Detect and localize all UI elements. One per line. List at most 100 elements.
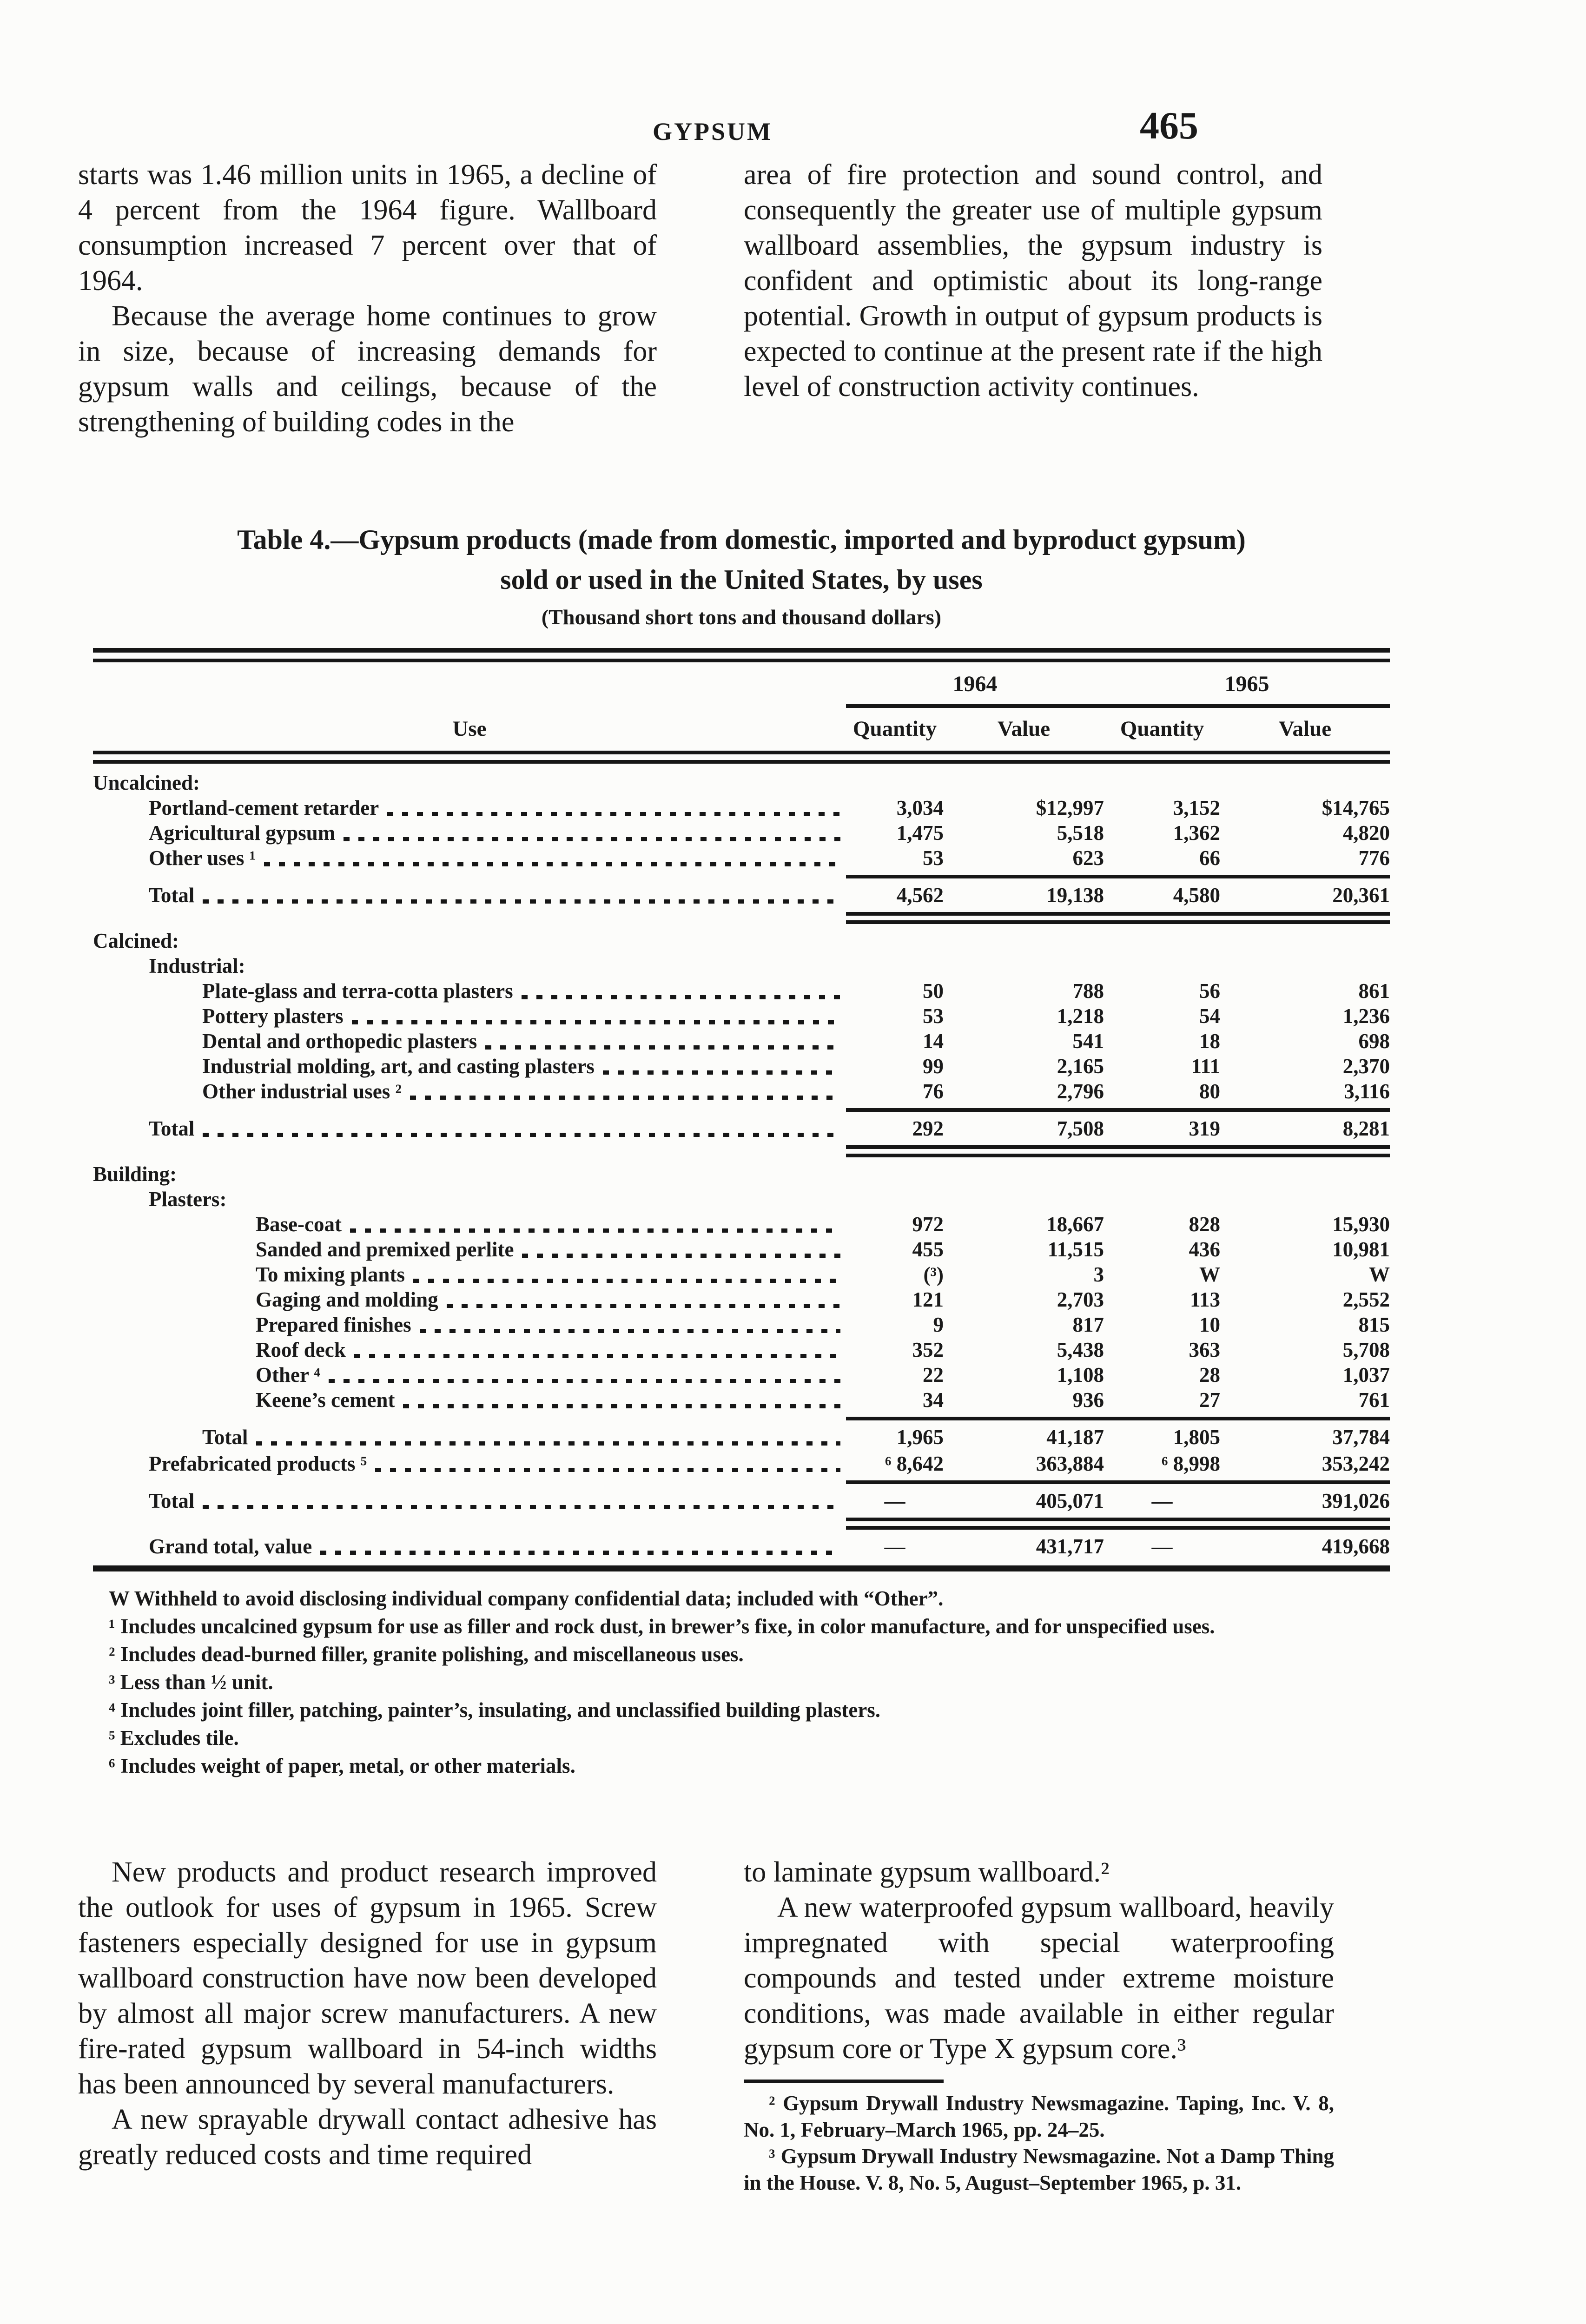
cell-v64: 11,515 — [1047, 1238, 1104, 1261]
row-label-cell: Prepared finishes — [93, 1312, 846, 1337]
dot-leader — [413, 1279, 840, 1283]
table-footnote-6: ⁵ Excludes tile. — [109, 1726, 239, 1750]
table-footnote-3: ² Includes dead-burned filler, granite p… — [109, 1643, 744, 1666]
table-row: Total — 405,071 — 391,026 — [93, 1488, 1390, 1513]
cell-q65: 80 — [1199, 1080, 1220, 1103]
table-row: Calcined: — [93, 928, 1390, 953]
dot-leader — [203, 1505, 840, 1509]
dot-leader — [203, 1133, 840, 1137]
row-label: Uncalcined: — [93, 771, 200, 794]
row-label-cell: Industrial: — [93, 953, 1390, 978]
cell-q65: ⁶ 8,998 — [1162, 1452, 1220, 1475]
header-double-rule — [93, 751, 1390, 764]
cell-v65: 1,236 — [1342, 1004, 1390, 1028]
row-label-cell: Prefabricated products ⁵ — [93, 1451, 846, 1476]
table-row: Portland-cement retarder 3,034 $12,997 3,15… — [93, 795, 1390, 820]
cell-v65: 776 — [1358, 846, 1390, 870]
row-label-cell: Agricultural gypsum — [93, 820, 846, 845]
table-rule — [846, 1145, 1390, 1157]
table-row: Gaging and molding 121 2,703 113 2,552 — [93, 1287, 1390, 1312]
cell-v64: 936 — [1072, 1388, 1104, 1412]
table-row: Plasters: — [93, 1187, 1390, 1212]
cell-v64: 41,187 — [1046, 1426, 1104, 1449]
row-label: Roof deck — [256, 1338, 346, 1361]
cell-v64: 19,138 — [1046, 884, 1104, 907]
row-label-cell: Industrial molding, art, and casting pla… — [93, 1054, 846, 1079]
cell-q65: 28 — [1199, 1363, 1220, 1386]
cell-q64: 14 — [923, 1030, 944, 1053]
cell-v65: 815 — [1358, 1313, 1390, 1336]
table-row: Prepared finishes 9 817 10 815 — [93, 1312, 1390, 1337]
footnote-separator-rule — [744, 2080, 944, 2083]
cell-q64: 53 — [923, 1004, 944, 1028]
cell-q64: 50 — [923, 979, 944, 1003]
table-rule — [846, 1108, 1390, 1112]
table-footnote-5: ⁴ Includes joint filler, patching, paint… — [109, 1698, 881, 1722]
cell-v65: 15,930 — [1332, 1213, 1390, 1236]
cell-q65: 66 — [1199, 846, 1220, 870]
table-footnote-2: ¹ Includes uncalcined gypsum for use as … — [109, 1615, 1215, 1638]
cell-q64: 53 — [923, 846, 944, 870]
row-label-cell: Uncalcined: — [93, 770, 1390, 795]
cell-q65: W — [1199, 1263, 1220, 1286]
row-label: Industrial: — [149, 954, 245, 977]
cell-q64: 352 — [912, 1338, 944, 1361]
cell-v65: 761 — [1358, 1388, 1390, 1412]
row-label: Prefabricated products ⁵ — [149, 1452, 367, 1475]
dot-leader — [522, 1254, 840, 1258]
top-left-column: starts was 1.46 million units in 1965, a… — [78, 157, 657, 440]
cell-q65: 319 — [1189, 1117, 1221, 1140]
dot-leader — [256, 1441, 840, 1446]
cell-v65: 8,281 — [1342, 1117, 1390, 1140]
cell-v65: 698 — [1358, 1030, 1390, 1053]
table-4: Table 4.—Gypsum products (made from dome… — [93, 520, 1390, 1781]
dot-leader — [354, 1354, 840, 1358]
bottom-right-paragraphs: to laminate gypsum wallboard.² A new wate… — [744, 1855, 1334, 2067]
row-label: Building: — [93, 1162, 177, 1186]
cell-v64: $12,997 — [1036, 796, 1104, 819]
table-footnote-1: W Withheld to avoid disclosing individua… — [109, 1587, 944, 1610]
table-rule — [846, 912, 1390, 924]
bottom-right-column: to laminate gypsum wallboard.² A new wate… — [744, 1855, 1334, 2196]
paragraph-1: to laminate gypsum wallboard.² — [744, 1856, 1110, 1888]
cell-v64: 2,703 — [1057, 1288, 1104, 1311]
cell-q65: 18 — [1199, 1030, 1220, 1053]
cell-q64: 455 — [912, 1238, 944, 1261]
table-row: Base-coat 972 18,667 828 15,930 — [93, 1212, 1390, 1237]
row-label-cell: Dental and orthopedic plasters — [93, 1029, 846, 1054]
table-row: Prefabricated products ⁵ ⁶ 8,642 363,884 ⁶ … — [93, 1451, 1390, 1476]
cell-q64: 99 — [923, 1055, 944, 1078]
reference-footnote-2: ³ Gypsum Drywall Industry Newsmagazine. … — [744, 2145, 1334, 2194]
row-label-cell: To mixing plants — [93, 1262, 846, 1287]
cell-q64: 1,965 — [896, 1426, 944, 1449]
row-label-cell: Keene’s cement — [93, 1387, 846, 1413]
cell-v65: 5,708 — [1342, 1338, 1390, 1361]
table-rule — [846, 875, 1390, 878]
table-subtitle: (Thousand short tons and thousand dollar… — [541, 605, 942, 629]
table-row: Industrial molding, art, and casting pla… — [93, 1054, 1390, 1079]
cell-q64: 292 — [912, 1117, 944, 1140]
table-row: Other uses ¹ 53 623 66 776 — [93, 845, 1390, 871]
cell-q64: 121 — [912, 1288, 944, 1311]
table-row: Roof deck 352 5,438 363 5,708 — [93, 1337, 1390, 1362]
cell-v65: 10,981 — [1332, 1238, 1390, 1261]
paragraph-1: New products and product research improv… — [78, 1856, 657, 2100]
dot-leader — [419, 1329, 840, 1333]
row-label: Total — [149, 884, 195, 907]
row-label: To mixing plants — [256, 1263, 405, 1286]
cell-v64: 7,508 — [1057, 1117, 1104, 1140]
col-header-quantity-1965: Quantity — [1120, 717, 1204, 741]
paragraph-1: starts was 1.46 million units in 1965, a… — [78, 159, 657, 297]
paragraph-2: A new sprayable drywall contact adhesive… — [78, 2104, 657, 2171]
row-label-cell: Pottery plasters — [93, 1004, 846, 1029]
cell-q65: 56 — [1199, 979, 1220, 1003]
table-row: Grand total, value — 431,717 — 419,668 — [93, 1534, 1390, 1559]
cell-v64: 18,667 — [1046, 1213, 1104, 1236]
dot-leader — [485, 1045, 840, 1050]
row-label-cell: Other ⁴ — [93, 1362, 846, 1387]
row-label-cell: Sanded and premixed perlite — [93, 1237, 846, 1262]
table-footnotes: W Withheld to avoid disclosing individua… — [109, 1585, 1303, 1779]
col-header-use: Use — [452, 717, 487, 741]
cell-v65: 2,552 — [1342, 1288, 1390, 1311]
cell-q64: (³) — [923, 1263, 944, 1286]
